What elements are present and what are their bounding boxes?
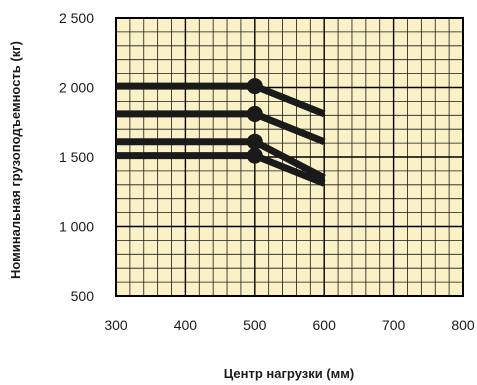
data-point-marker-2 xyxy=(246,105,263,122)
marker-layer xyxy=(246,78,263,164)
y-tick-label: 500 xyxy=(71,288,95,304)
x-tick-labels: 300 400 500 600 700 800 xyxy=(104,317,475,333)
y-axis-label: Номинальная грузоподъемность (кг) xyxy=(8,41,23,279)
y-tick-label: 2 000 xyxy=(59,80,94,96)
data-point-marker-3 xyxy=(246,133,263,150)
data-point-marker-1 xyxy=(246,78,263,95)
x-tick-label: 400 xyxy=(174,317,198,333)
data-point-marker-4 xyxy=(246,147,263,164)
x-tick-label: 500 xyxy=(243,317,267,333)
y-tick-label: 1 000 xyxy=(59,219,94,235)
y-tick-labels: 500 1 000 1 500 2 000 2 500 xyxy=(59,10,94,304)
x-axis-label: Центр нагрузки (мм) xyxy=(224,366,354,381)
x-tick-label: 600 xyxy=(313,317,337,333)
x-tick-label: 800 xyxy=(451,317,475,333)
y-tick-label: 2 500 xyxy=(59,10,94,26)
x-tick-label: 300 xyxy=(104,317,128,333)
y-tick-label: 1 500 xyxy=(59,149,94,165)
x-tick-label: 700 xyxy=(382,317,406,333)
